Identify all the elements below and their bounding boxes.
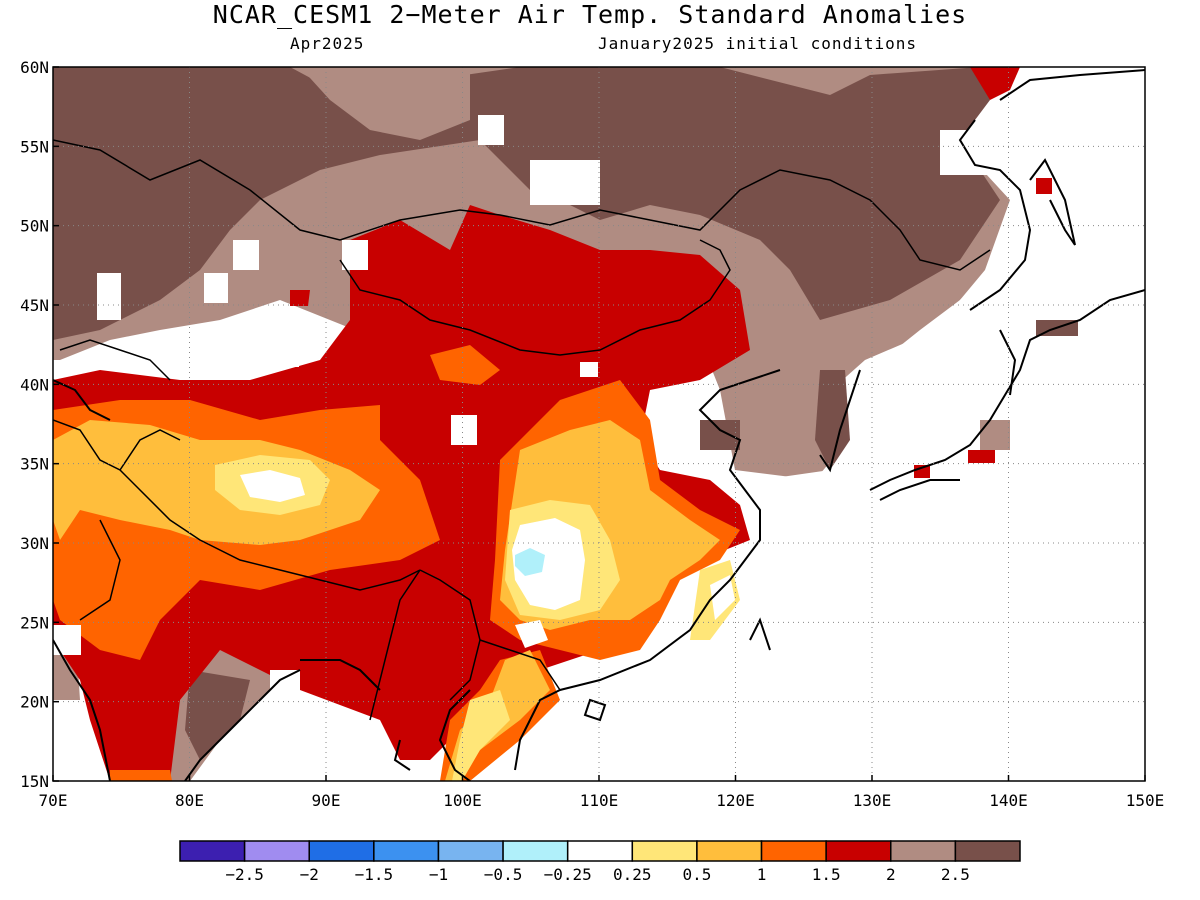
colorbar-label: 0.5	[682, 865, 711, 884]
colorbar-label: −1.5	[355, 865, 394, 884]
colorbar-swatch	[437, 840, 504, 862]
colorbar-swatch	[954, 840, 1021, 862]
latitude-label: 35N	[20, 455, 49, 474]
longitude-label: 80E	[175, 791, 204, 810]
latitude-label: 25N	[20, 613, 49, 632]
colorbar-swatch	[890, 840, 957, 862]
latitude-label: 15N	[20, 772, 49, 791]
colorbar-label: −0.5	[484, 865, 523, 884]
latitude-label: 55N	[20, 137, 49, 156]
colorbar-label: 0.25	[613, 865, 652, 884]
gridlines	[53, 67, 1145, 781]
latitude-label: 30N	[20, 534, 49, 553]
colorbar-labels: −2.5 −2 −1.5 −1 −0.5 −0.25 0.25 0.5 1 1.5 2 2.5	[225, 865, 969, 884]
colorbar-label: 1	[757, 865, 767, 884]
missing-data-cells	[53, 115, 1010, 700]
longitude-label: 110E	[580, 791, 619, 810]
colorbar	[179, 840, 1021, 862]
anomaly-region-above-2.5	[53, 67, 1000, 340]
latitude-label: 45N	[20, 296, 49, 315]
colorbar-swatch	[631, 840, 698, 862]
coastlines	[53, 69, 1145, 781]
colorbar-label: −0.25	[544, 865, 592, 884]
colorbar-label: −1	[429, 865, 448, 884]
latitude-labels: 60N 55N 50N 45N 40N 35N 30N 25N 20N 15N	[20, 58, 49, 791]
longitude-label: 90E	[312, 791, 341, 810]
tick-marks	[52, 66, 1146, 782]
colorbar-swatch	[308, 840, 375, 862]
colorbar-swatch	[179, 840, 246, 862]
longitude-label: 70E	[39, 791, 68, 810]
longitude-label: 140E	[989, 791, 1028, 810]
country-borders	[53, 139, 991, 721]
colorbar-label: −2.5	[225, 865, 264, 884]
latitude-label: 20N	[20, 693, 49, 712]
colorbar-swatch	[696, 840, 763, 862]
latitude-label: 60N	[20, 58, 49, 77]
colorbar-swatch	[502, 840, 569, 862]
colorbar-label: 2.5	[941, 865, 970, 884]
anomaly-region-minus-0.5-to-minus-0.25	[515, 548, 545, 576]
longitude-label: 100E	[443, 791, 482, 810]
longitude-label: 120E	[716, 791, 755, 810]
colorbar-label: 1.5	[812, 865, 841, 884]
colorbar-swatch	[243, 840, 310, 862]
colorbar-swatch	[566, 840, 634, 862]
latitude-label: 40N	[20, 375, 49, 394]
map-title: NCAR_CESM1 2−Meter Air Temp. Standard An…	[212, 0, 968, 29]
latitude-label: 50N	[20, 217, 49, 236]
initial-conditions: January2025 initial conditions	[598, 34, 917, 53]
longitude-label: 130E	[853, 791, 892, 810]
forecast-month: Apr2025	[290, 34, 365, 53]
colorbar-swatch	[760, 840, 827, 862]
colorbar-swatch	[373, 840, 440, 862]
longitude-label: 150E	[1126, 791, 1165, 810]
longitude-labels: 70E 80E 90E 100E 110E 120E 130E 140E 150E	[39, 791, 1165, 810]
ocean-mask	[750, 67, 1145, 781]
colorbar-swatch	[825, 840, 892, 862]
colorbar-label: 2	[886, 865, 896, 884]
colorbar-label: −2	[300, 865, 319, 884]
anomaly-region-near-zero	[240, 470, 305, 502]
